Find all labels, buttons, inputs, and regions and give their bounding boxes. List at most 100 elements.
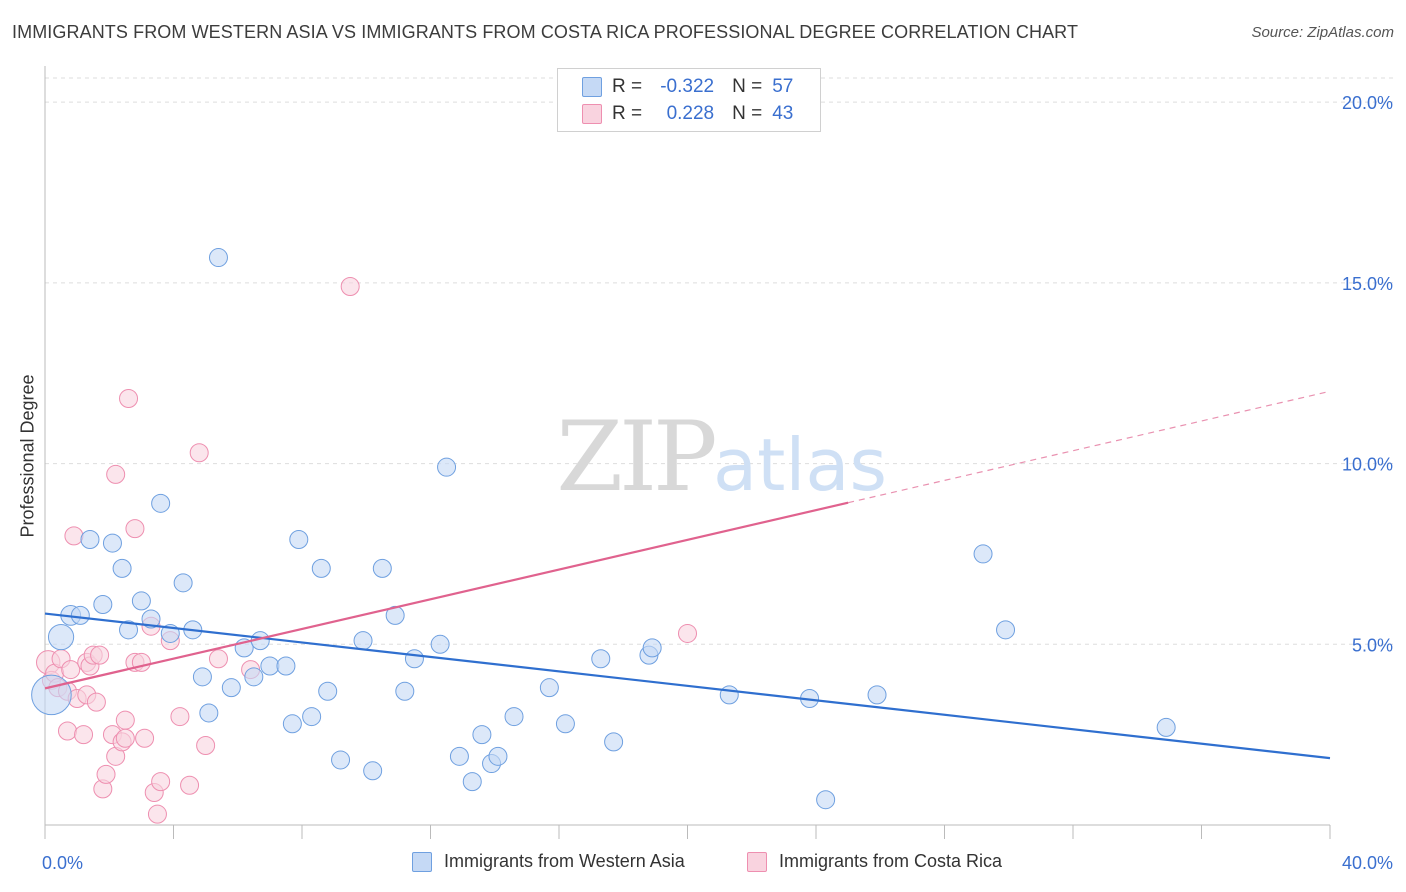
point-costa-rica (90, 645, 110, 665)
point-western-asia (363, 761, 383, 781)
points-layer (31, 248, 1176, 824)
legend-n-label: N = (732, 76, 763, 97)
point-western-asia (70, 605, 90, 625)
point-western-asia (221, 678, 241, 698)
series-legend-item-costa-rica[interactable]: Immigrants from Costa Rica (747, 851, 1002, 872)
point-western-asia (302, 707, 322, 727)
point-western-asia (93, 595, 113, 615)
series-legend-swatch-pink (747, 851, 767, 872)
point-western-asia (31, 674, 72, 716)
point-western-asia (282, 714, 302, 734)
legend-r-label: R = (612, 103, 643, 124)
point-costa-rica (74, 725, 94, 745)
point-western-asia (372, 558, 392, 578)
point-western-asia (80, 529, 100, 549)
point-western-asia (973, 544, 993, 564)
point-western-asia (199, 703, 219, 723)
point-western-asia (604, 732, 624, 752)
legend-r-value: 0.228 (666, 103, 715, 124)
point-western-asia (102, 533, 122, 553)
series-legend-swatch-blue (412, 851, 432, 872)
point-costa-rica (196, 735, 216, 755)
series-legend-item-western-asia[interactable]: Immigrants from Western Asia (412, 851, 685, 872)
y-tick-label: 10.0% (1342, 455, 1393, 475)
legend-swatch-pink (582, 104, 602, 124)
point-costa-rica (96, 764, 116, 784)
point-western-asia (192, 667, 212, 687)
point-western-asia (47, 623, 75, 651)
point-western-asia (208, 248, 228, 268)
axis-layer (44, 66, 1331, 839)
legend-n-value: 57 (772, 76, 794, 97)
point-costa-rica (678, 623, 697, 643)
point-costa-rica (115, 710, 135, 730)
point-western-asia (119, 620, 139, 640)
legend-n-label: N = (732, 103, 763, 124)
point-western-asia (353, 631, 373, 651)
point-western-asia (539, 678, 559, 698)
point-costa-rica (125, 519, 145, 539)
trend-line-extension-pink (847, 390, 1331, 504)
point-western-asia (472, 725, 492, 745)
point-costa-rica (119, 389, 139, 409)
point-western-asia (996, 620, 1016, 640)
point-western-asia (318, 681, 338, 701)
point-western-asia (430, 634, 450, 654)
point-costa-rica (151, 772, 171, 792)
y-tick-label: 20.0% (1342, 93, 1393, 113)
tick-label-layer: 5.0% 10.0% 15.0% 20.0% 0.0% 40.0% (42, 93, 1393, 873)
point-costa-rica (208, 649, 228, 669)
point-western-asia (816, 790, 836, 810)
point-western-asia (173, 573, 193, 593)
point-western-asia (311, 558, 331, 578)
watermark: ZIP atlas (556, 401, 887, 513)
legend-r-value: -0.322 (660, 76, 715, 97)
point-western-asia (112, 558, 132, 578)
point-western-asia (244, 667, 264, 687)
stats-legend: R = -0.322 N = 57 R = 0.228 N = 43 (557, 68, 821, 132)
point-western-asia (404, 649, 424, 669)
y-tick-label: 15.0% (1342, 274, 1393, 294)
watermark-zip: ZIP (556, 401, 715, 513)
point-western-asia (260, 656, 280, 676)
point-costa-rica (64, 526, 84, 546)
stats-legend-row-blue: R = -0.322 N = 57 (558, 74, 793, 100)
legend-n-value: 43 (772, 103, 794, 124)
point-western-asia (131, 591, 151, 611)
x-tick-label: 0.0% (42, 853, 83, 873)
legend-r-label: R = (612, 76, 643, 97)
legend-swatch-blue (582, 77, 602, 97)
point-western-asia (449, 746, 469, 766)
point-costa-rica (189, 443, 209, 463)
y-axis-label: Professional Degree (17, 374, 38, 538)
point-costa-rica (147, 804, 167, 824)
chart-source: Source: ZipAtlas.com (1251, 24, 1394, 41)
point-western-asia (289, 529, 309, 549)
point-costa-rica (180, 775, 200, 795)
point-western-asia (395, 681, 415, 701)
chart-title: IMMIGRANTS FROM WESTERN ASIA VS IMMIGRAN… (12, 22, 1079, 42)
trend-line-blue (44, 612, 1331, 760)
trend-line-pink (44, 501, 849, 690)
point-western-asia (437, 457, 457, 477)
point-western-asia (462, 772, 482, 792)
point-costa-rica (86, 692, 106, 712)
point-western-asia (555, 714, 575, 734)
point-western-asia (1156, 717, 1176, 737)
point-costa-rica (57, 721, 77, 741)
point-western-asia (867, 685, 887, 705)
point-western-asia (488, 746, 508, 766)
point-western-asia (591, 649, 611, 669)
point-western-asia (331, 750, 351, 770)
point-costa-rica (106, 464, 126, 484)
y-tick-label: 5.0% (1352, 635, 1393, 655)
point-costa-rica (61, 660, 81, 680)
x-tick-label: 40.0% (1342, 853, 1393, 873)
grid-layer (45, 77, 1395, 645)
point-western-asia (276, 656, 296, 676)
point-costa-rica (340, 276, 360, 296)
stats-legend-row-pink: R = 0.228 N = 43 (558, 101, 793, 127)
watermark-atlas: atlas (713, 423, 887, 507)
